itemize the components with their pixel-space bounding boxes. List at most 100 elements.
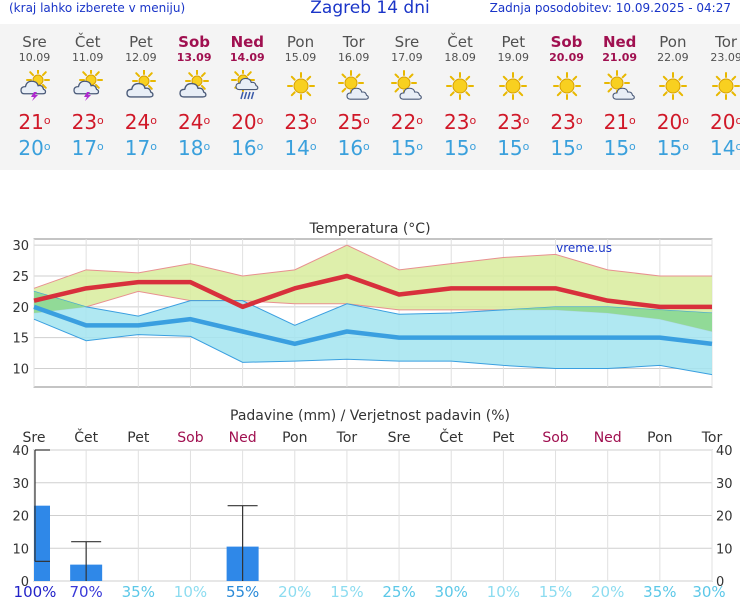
max-temp: 22o — [380, 110, 433, 134]
degree-symbol: o — [43, 140, 51, 153]
min-temp: 15o — [380, 136, 433, 160]
day-column: Pon 22.09 20o 15o — [646, 24, 699, 161]
degree-symbol: o — [97, 140, 104, 153]
day-date: 19.09 — [497, 51, 530, 64]
day-column: Čet 11.09 23o 17o — [61, 24, 114, 161]
min-temp: 17o — [61, 136, 114, 160]
rain-sun-icon — [231, 68, 263, 102]
temperature-chart-title: Temperatura (°C) — [308, 221, 430, 237]
min-temp: 16o — [221, 136, 274, 160]
precipitation-chart-title: Padavine (mm) / Verjetnost padavin (%) — [230, 408, 510, 424]
day-date: 16.09 — [337, 51, 370, 64]
max-temp-value: 23 — [497, 110, 523, 134]
day-date: 14.09 — [229, 51, 265, 64]
precip-probability: 10% — [487, 583, 520, 600]
precip-probability: 20% — [278, 583, 311, 600]
min-temp-value: 15 — [603, 136, 630, 160]
day-name: Ned — [230, 33, 265, 51]
min-temp: 14o — [700, 136, 740, 160]
day-column: Pon 15.09 23o 14o — [274, 24, 327, 161]
degree-symbol: o — [203, 140, 211, 153]
day-date: 21.09 — [602, 51, 638, 64]
day-date: 12.09 — [125, 51, 157, 64]
day-column: Čet 18.09 23o 15o — [434, 24, 487, 161]
max-temp-line — [33, 273, 712, 310]
thunder-sun-icon — [19, 68, 51, 102]
sun-icon — [710, 70, 740, 102]
day-name: Tor — [342, 33, 365, 51]
day-column: Sob 13.09 24o 18o — [168, 24, 221, 161]
min-temp-band-edge — [33, 318, 713, 376]
degree-symbol: o — [43, 114, 51, 127]
day-name: Pon — [286, 33, 315, 51]
min-temp: 14o — [274, 136, 327, 160]
degree-symbol: o — [682, 114, 689, 127]
y-tick-label: 10 — [12, 363, 29, 378]
max-temp: 24o — [168, 110, 221, 134]
min-temp: 15o — [540, 136, 593, 160]
degree-symbol: o — [363, 114, 370, 127]
precip-probability: 30% — [435, 583, 468, 600]
degree-symbol: o — [150, 140, 157, 153]
degree-symbol: o — [256, 140, 264, 153]
day-name: Pet — [129, 33, 153, 51]
x-tick-label: Čet — [439, 428, 463, 446]
min-temp-value: 17 — [71, 136, 98, 160]
partly-sunny-icon — [390, 70, 423, 102]
max-temp: 23o — [61, 110, 114, 134]
degree-symbol: o — [682, 140, 689, 153]
degree-symbol: o — [469, 140, 477, 153]
day-date: 13.09 — [176, 51, 212, 64]
day-date: 11.09 — [71, 51, 104, 64]
min-temp-value: 15 — [550, 136, 576, 160]
x-tick-label: Pet — [492, 430, 515, 446]
degree-symbol: o — [522, 140, 530, 153]
partly-sunny-icon — [603, 70, 636, 102]
precip-probability: 70% — [69, 583, 102, 600]
day-date: 18.09 — [444, 51, 476, 64]
degree-symbol: o — [735, 140, 740, 153]
y-tick-label-right: 10 — [716, 542, 733, 557]
degree-symbol: o — [575, 140, 583, 153]
max-temp: 23o — [274, 110, 327, 134]
precip-probability: 15% — [330, 583, 363, 600]
max-temp-value: 25 — [337, 110, 364, 134]
y-tick-label-right: 0 — [716, 575, 724, 590]
max-temp-value: 20 — [656, 110, 683, 134]
min-temp-value: 17 — [124, 136, 151, 160]
max-temp: 23o — [434, 110, 487, 134]
day-name: Sob — [178, 33, 211, 51]
y-tick-label: 30 — [12, 239, 29, 254]
max-temp-value: 20 — [231, 110, 257, 134]
x-tick-label: Pon — [282, 430, 307, 446]
day-name: Sre — [22, 33, 47, 51]
day-date: 17.09 — [391, 51, 423, 64]
y-tick-label: 30 — [12, 477, 29, 492]
min-temp: 15o — [593, 136, 646, 160]
min-temp-line — [33, 304, 713, 347]
sun-icon — [285, 70, 317, 102]
x-tick-label: Tor — [701, 430, 723, 446]
max-temp: 20o — [700, 110, 740, 134]
day-column: Sob 20.09 23o 15o — [540, 24, 593, 161]
degree-symbol: o — [416, 140, 423, 153]
x-tick-label: Ned — [229, 430, 257, 446]
degree-symbol: o — [256, 114, 264, 127]
precip-probability: 35% — [643, 583, 676, 600]
day-column: Ned 21.09 21o 15o — [593, 24, 646, 161]
precip-probability: 30% — [692, 583, 725, 600]
max-temp-value: 23 — [71, 110, 98, 134]
day-name: Čet — [74, 33, 101, 51]
min-temp-value: 15 — [444, 136, 470, 160]
day-column: Tor 16.09 25o 16o — [327, 24, 380, 161]
degree-symbol: o — [735, 114, 740, 127]
degree-symbol: o — [309, 114, 317, 127]
min-temp-value: 15 — [497, 136, 523, 160]
y-tick-label-right: 40 — [716, 444, 733, 459]
day-name: Tor — [715, 33, 738, 51]
day-column: Tor 23.09 20o 14o — [700, 24, 740, 160]
precipitation-chart: Padavine (mm) / Verjetnost padavin (%) Sr… — [12, 408, 733, 600]
max-temp-value: 23 — [550, 110, 576, 134]
day-name: Pet — [501, 33, 526, 51]
min-temp: 17o — [114, 136, 167, 160]
